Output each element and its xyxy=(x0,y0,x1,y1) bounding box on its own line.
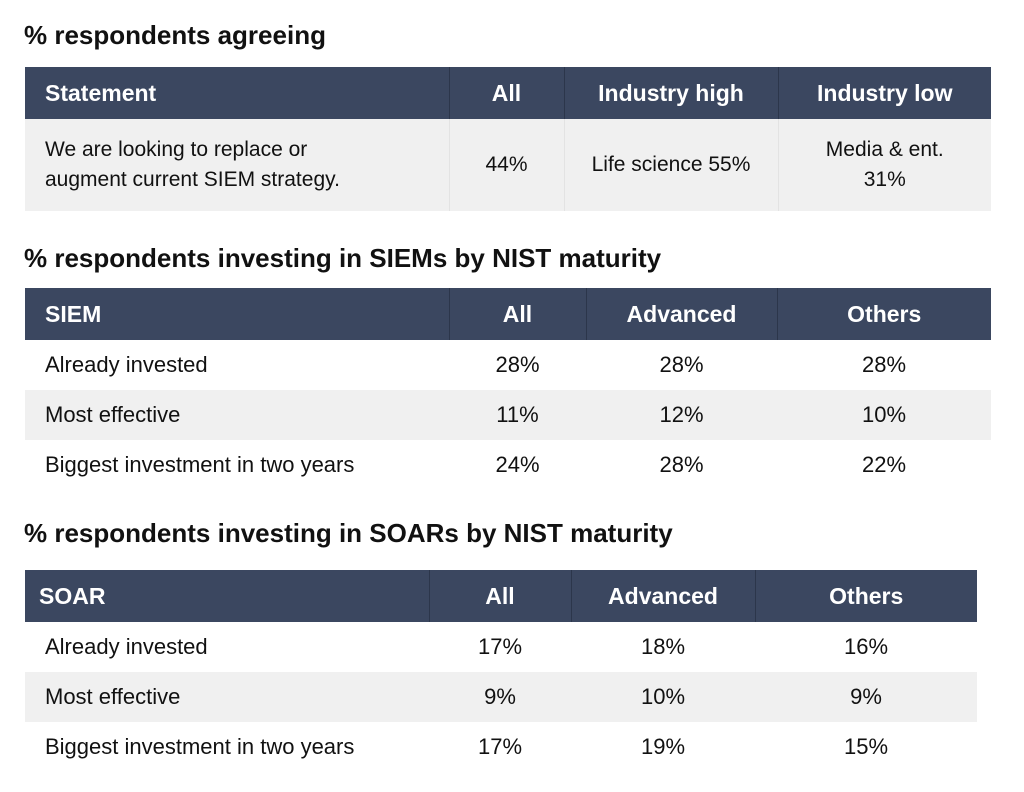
industry-low-line-2: 31% xyxy=(863,168,906,191)
table-header-row: SOAR All Advanced Others xyxy=(25,570,977,622)
column-header-all: All xyxy=(449,67,565,119)
industry-low-line-1: Media & ent. xyxy=(825,137,944,161)
row-label: Already invested xyxy=(45,634,208,659)
all-value: 24% xyxy=(495,452,540,477)
advanced-value: 19% xyxy=(640,734,686,759)
all-value: 17% xyxy=(477,734,523,759)
advanced-value: 18% xyxy=(640,634,686,659)
all-value: 11% xyxy=(449,390,586,440)
column-header-all: All xyxy=(429,570,572,622)
table-row: We are looking to replace or augment cur… xyxy=(25,119,991,211)
column-header-siem: SIEM xyxy=(25,288,450,340)
row-label: Already invested xyxy=(45,352,208,377)
others-value: 10% xyxy=(777,390,991,440)
table-row: Already invested 28% 28% 28% xyxy=(25,340,991,390)
others-value: 15% xyxy=(843,734,889,759)
advanced-value: 28% xyxy=(659,452,704,477)
table-row: Most effective 11% 12% 10% xyxy=(25,390,991,440)
column-header-statement: Statement xyxy=(25,67,450,119)
column-header-industry-high: Industry high xyxy=(564,67,779,119)
row-label: Most effective xyxy=(25,672,429,722)
table-header-row: Statement All Industry high Industry low xyxy=(25,67,991,119)
soar-table: SOAR All Advanced Others Already investe… xyxy=(25,570,977,772)
industry-high-value: Life science 55% xyxy=(563,119,778,211)
agreeing-table: Statement All Industry high Industry low… xyxy=(25,67,991,211)
statement-cell: We are looking to replace or augment cur… xyxy=(25,119,449,211)
section-title-agreeing: % respondents agreeing xyxy=(24,20,326,50)
siem-table: SIEM All Advanced Others Already investe… xyxy=(25,288,991,490)
advanced-value: 12% xyxy=(586,390,777,440)
all-value: 17% xyxy=(477,634,523,659)
column-header-industry-low: Industry low xyxy=(778,67,991,119)
all-value: 9% xyxy=(429,672,571,722)
column-header-others: Others xyxy=(755,570,977,622)
all-value: 44% xyxy=(448,119,564,211)
others-value: 16% xyxy=(843,634,889,659)
table-row: Biggest investment in two years 17% 19% … xyxy=(25,722,977,772)
table-row: Most effective 9% 10% 9% xyxy=(25,672,977,722)
statement-line-1: We are looking to replace or xyxy=(45,137,308,161)
column-header-others: Others xyxy=(777,288,991,340)
all-value: 28% xyxy=(495,352,540,377)
column-header-advanced: Advanced xyxy=(571,570,756,622)
others-value: 28% xyxy=(861,352,907,377)
column-header-soar: SOAR xyxy=(25,570,430,622)
table-row: Biggest investment in two years 24% 28% … xyxy=(25,440,991,490)
industry-low-cell: Media & ent. 31% xyxy=(777,119,991,211)
section-title-siem: % respondents investing in SIEMs by NIST… xyxy=(24,243,662,273)
column-header-advanced: Advanced xyxy=(586,288,778,340)
column-header-all: All xyxy=(449,288,587,340)
advanced-value: 10% xyxy=(571,672,755,722)
advanced-value: 28% xyxy=(659,352,704,377)
section-title-soar: % respondents investing in SOARs by NIST… xyxy=(24,518,673,548)
row-label: Biggest investment in two years xyxy=(45,452,355,477)
row-label: Most effective xyxy=(25,390,449,440)
others-value: 22% xyxy=(861,452,907,477)
table-row: Already invested 17% 18% 16% xyxy=(25,622,977,672)
row-label: Biggest investment in two years xyxy=(45,734,355,759)
others-value: 9% xyxy=(755,672,977,722)
table-header-row: SIEM All Advanced Others xyxy=(25,288,991,340)
statement-line-2: augment current SIEM strategy. xyxy=(45,168,340,191)
